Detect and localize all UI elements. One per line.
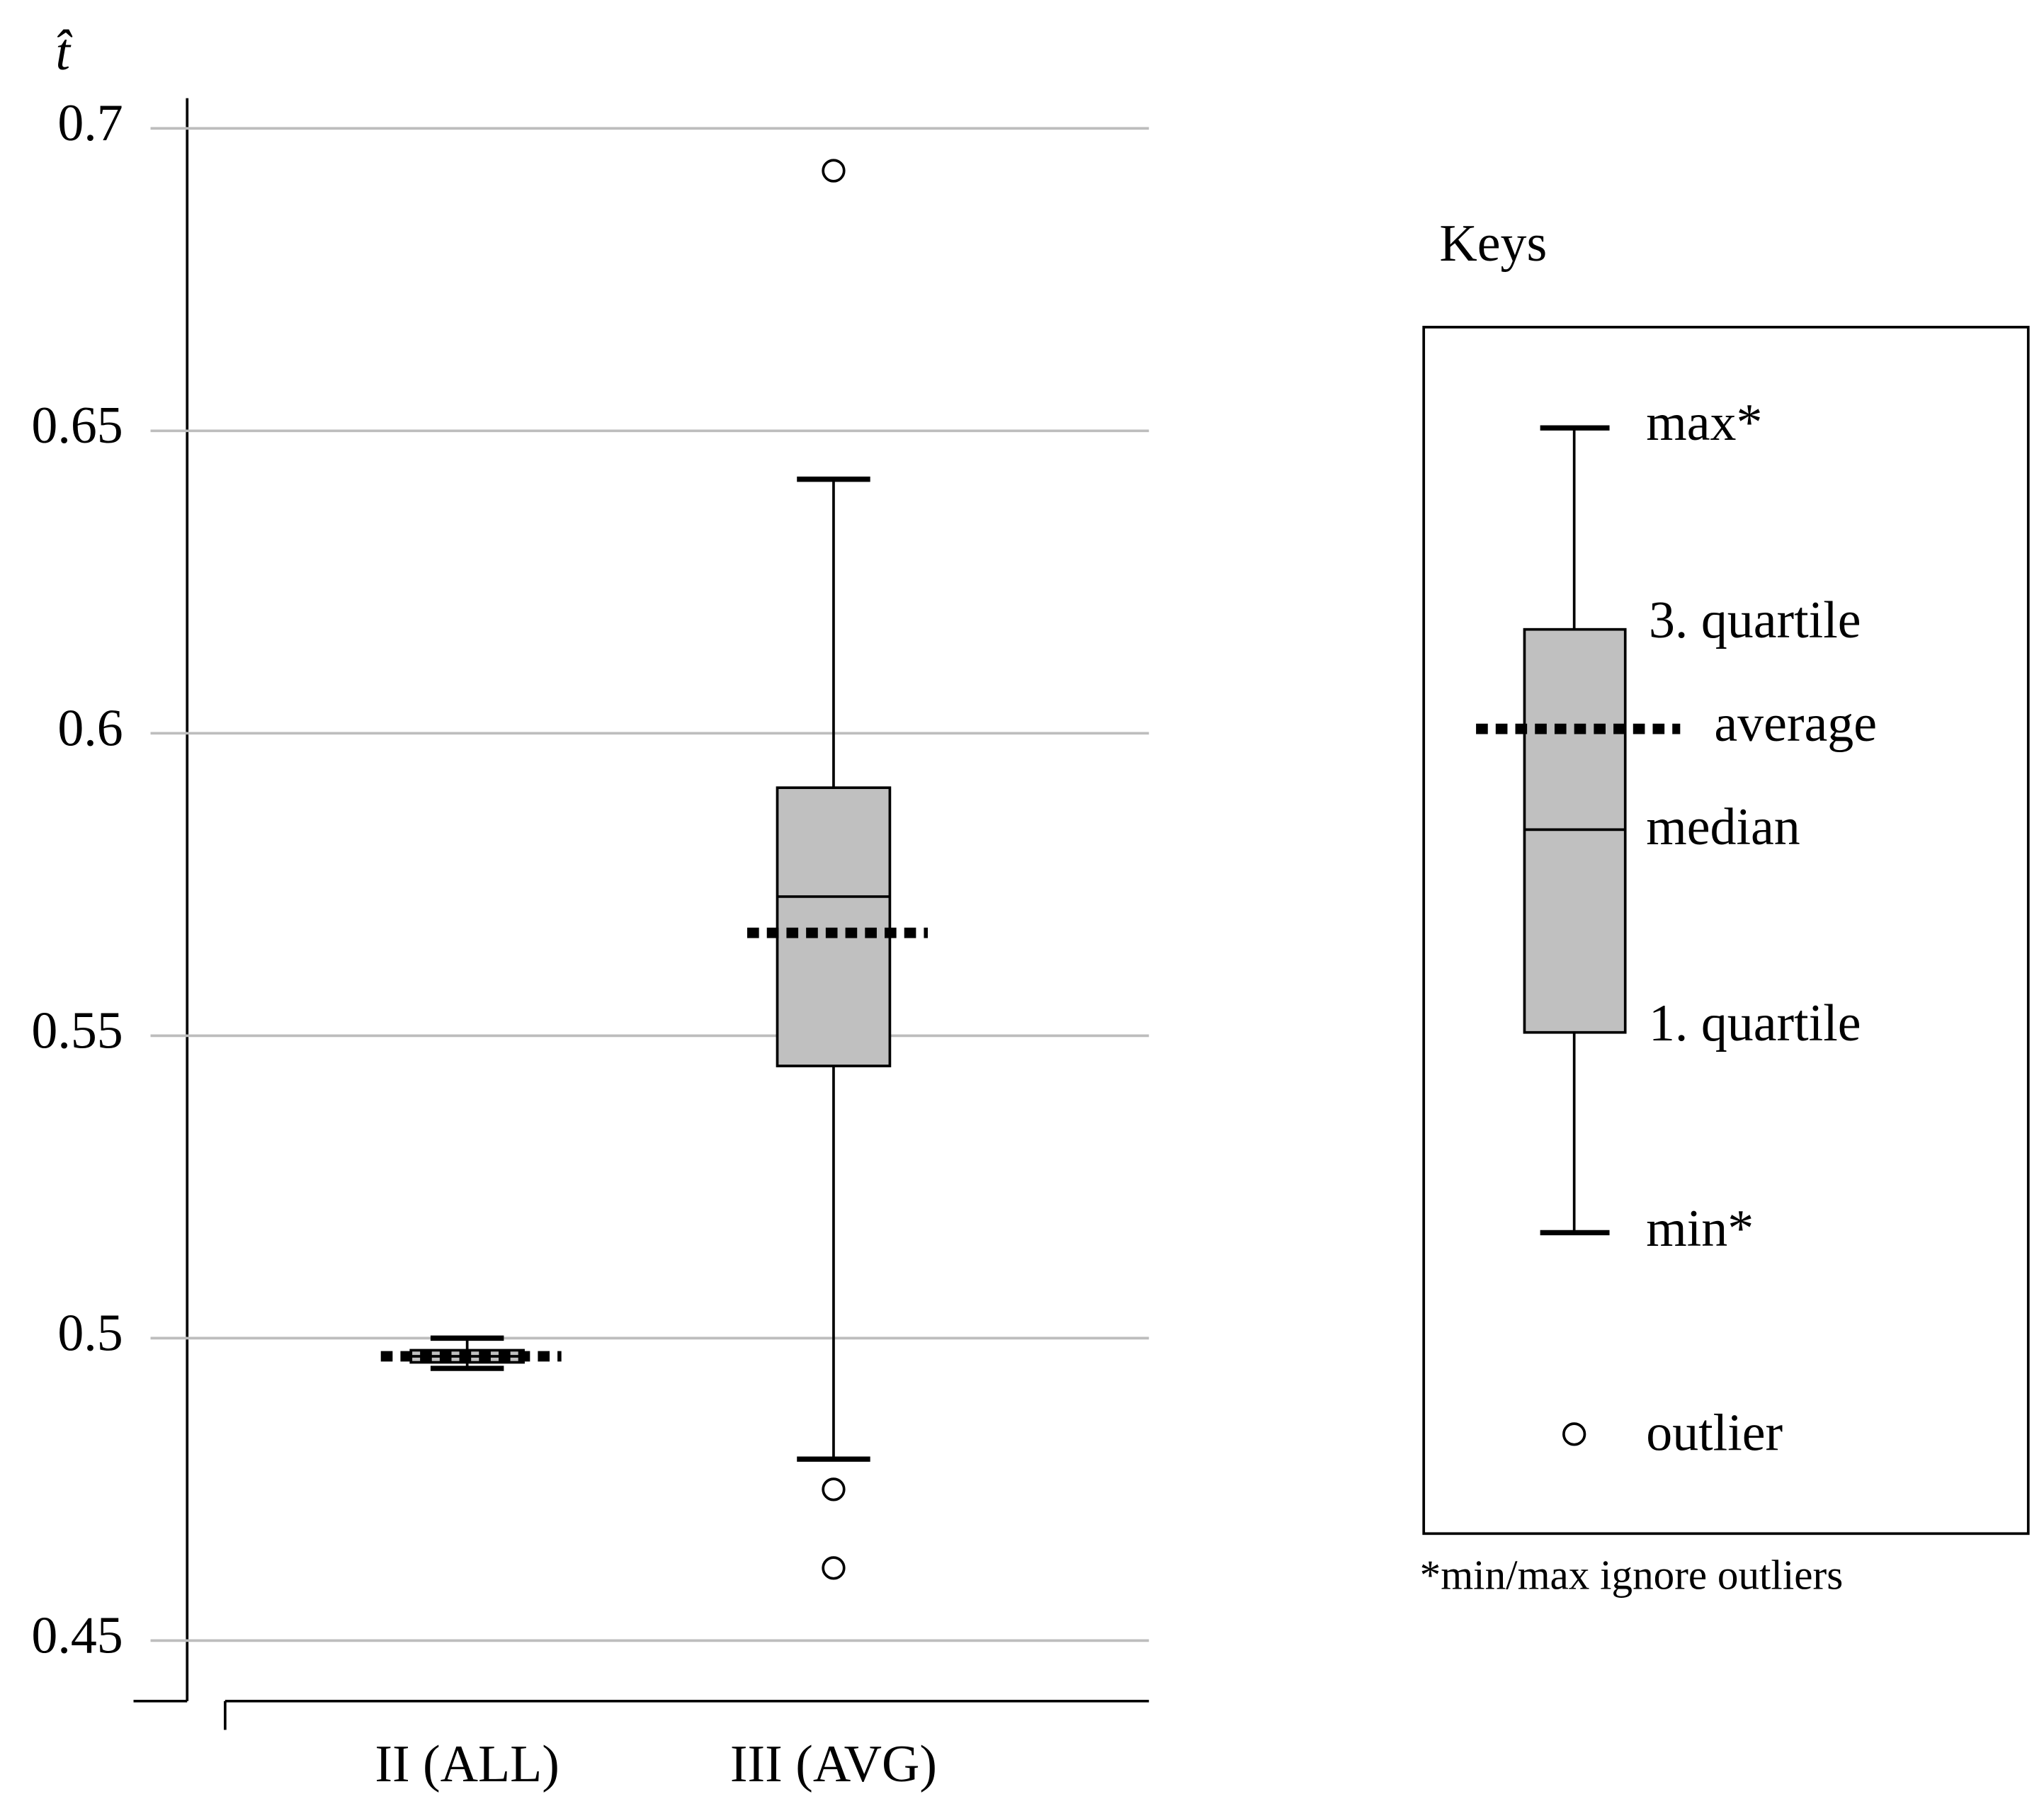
x-tick-label: III (AVG) bbox=[730, 1735, 937, 1793]
legend-note: *min/max ignore outliers bbox=[1420, 1552, 1844, 1599]
legend-label: max* bbox=[1646, 393, 1762, 451]
box bbox=[776, 786, 892, 1067]
legend-label: 1. quartile bbox=[1649, 994, 1861, 1052]
outlier bbox=[822, 1556, 846, 1580]
outlier bbox=[822, 159, 846, 183]
y-tick-label: 0.45 bbox=[31, 1606, 123, 1664]
legend-label: outlier bbox=[1646, 1403, 1783, 1461]
y-tick-label: 0.5 bbox=[57, 1303, 123, 1361]
legend-box bbox=[1422, 326, 2030, 1535]
legend-label: min* bbox=[1646, 1199, 1754, 1257]
y-tick-label: 0.7 bbox=[57, 93, 123, 152]
legend-label: median bbox=[1646, 797, 1800, 856]
y-tick-label: 0.65 bbox=[31, 396, 123, 454]
legend-title: Keys bbox=[1439, 214, 1547, 272]
y-axis-label: t̂ bbox=[55, 23, 72, 81]
legend-outlier bbox=[1562, 1422, 1586, 1446]
outlier bbox=[822, 1477, 846, 1501]
legend-label: average bbox=[1714, 694, 1877, 752]
y-tick-label: 0.55 bbox=[31, 1001, 123, 1059]
y-tick-label: 0.6 bbox=[57, 698, 123, 756]
legend-label: 3. quartile bbox=[1649, 591, 1861, 649]
x-tick-label: II (ALL) bbox=[375, 1735, 560, 1793]
